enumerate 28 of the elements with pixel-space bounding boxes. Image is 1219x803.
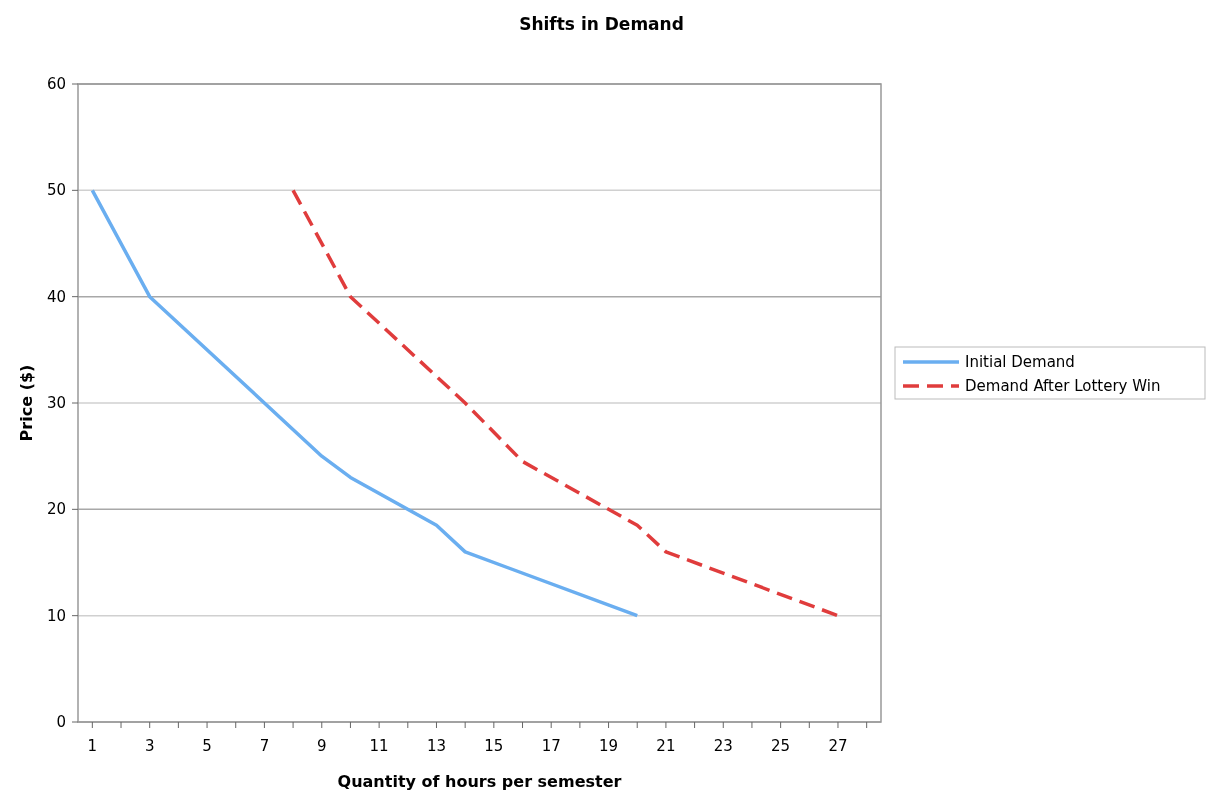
y-tick-label: 0 [56,713,66,731]
y-tick-label: 30 [46,394,66,412]
legend-label: Initial Demand [965,353,1075,371]
x-tick-label: 7 [259,737,270,755]
y-tick-label: 20 [46,500,66,519]
x-tick-label: 23 [713,737,733,755]
x-tick-label: 9 [316,737,327,755]
x-tick-label: 15 [484,737,504,755]
x-tick-label: 13 [426,737,447,755]
x-tick-label: 17 [541,737,561,755]
line-series [291,188,840,618]
x-axis-title: Quantity of hours per semester [337,772,622,791]
x-tick-label: 21 [656,737,676,755]
y-tick-label: 40 [46,287,66,306]
x-tick-label: 1 [87,737,98,755]
legend-label: Demand After Lottery Win [965,377,1161,395]
chart-title: Shifts in Demand [519,14,684,34]
y-tick-label: 60 [46,75,66,93]
y-tick-label: 10 [46,606,66,625]
x-tick-label: 3 [144,737,155,755]
x-tick-label: 25 [771,737,791,755]
y-axis-title: Price ($) [17,364,36,442]
line-series [90,188,639,618]
x-tick-label: 19 [599,737,619,755]
x-tick-label: 27 [828,737,848,755]
x-tick-label: 11 [369,737,389,755]
y-tick-label: 50 [46,181,66,200]
x-tick-label: 5 [202,737,212,755]
